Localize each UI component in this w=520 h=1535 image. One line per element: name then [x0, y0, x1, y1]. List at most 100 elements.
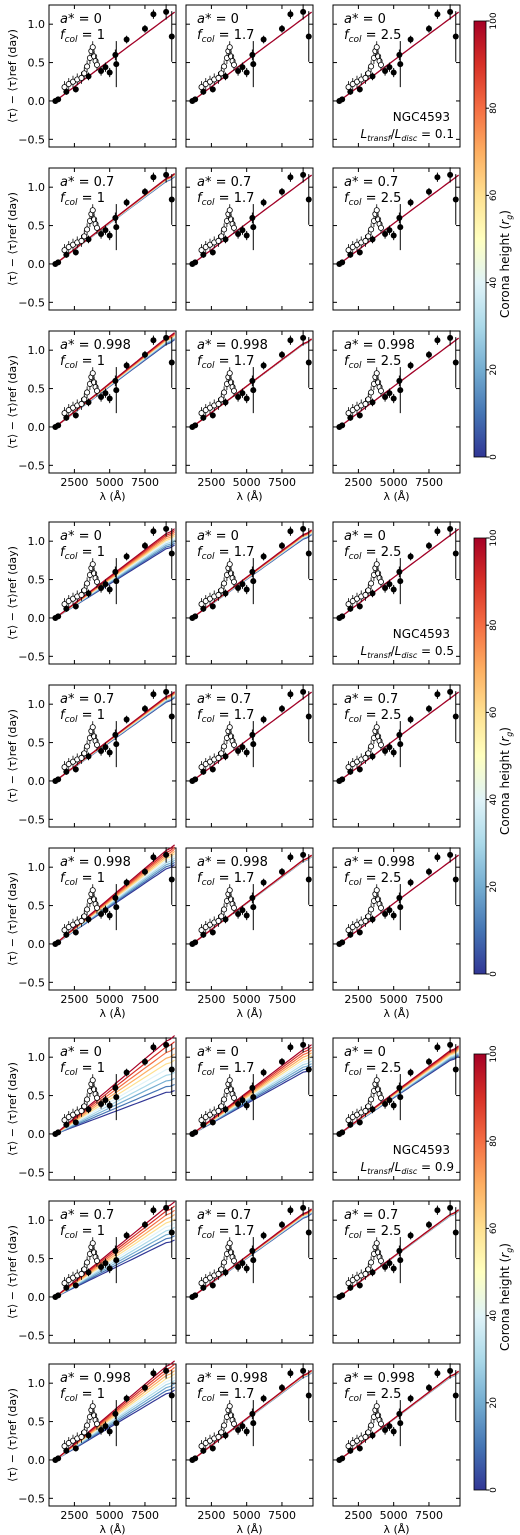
panel-frame — [185, 684, 314, 828]
filled-data-point — [55, 96, 62, 103]
open-data-point — [230, 741, 237, 748]
x-tick-label: 5000 — [380, 476, 408, 489]
filled-data-point — [447, 1204, 454, 1211]
filled-data-point — [222, 236, 229, 243]
y-tick-label: 0.0 — [28, 938, 46, 951]
filled-data-point — [150, 691, 157, 698]
filled-data-point — [141, 351, 148, 358]
panel-frame — [332, 847, 461, 991]
spin-label: a* = 0.998 — [197, 1371, 268, 1386]
object-name: NGC4593 — [393, 627, 450, 641]
filled-data-point — [382, 1101, 389, 1108]
filled-data-point — [200, 88, 207, 95]
open-data-point — [373, 1077, 380, 1084]
filled-data-point — [150, 1207, 157, 1214]
filled-data-point — [452, 876, 459, 883]
filled-data-point — [112, 377, 119, 384]
filled-data-point — [425, 1384, 432, 1391]
filled-data-point — [102, 64, 109, 71]
filled-data-point — [452, 196, 459, 203]
open-data-point — [226, 207, 233, 214]
filled-data-point — [63, 931, 70, 938]
spin-label: a* = 0.7 — [344, 175, 398, 190]
filled-data-point — [168, 876, 175, 883]
filled-data-point — [141, 705, 148, 712]
filled-data-point — [339, 1292, 346, 1299]
filled-data-point — [447, 1041, 454, 1048]
filled-data-point — [250, 61, 257, 68]
filled-data-point — [209, 766, 216, 773]
filled-data-point — [356, 249, 363, 256]
open-data-point — [84, 580, 91, 587]
filled-data-point — [200, 1284, 207, 1291]
luminosity-ratio: Ltransf/Ldisc = 0.9 — [361, 1160, 454, 1176]
filled-data-point — [209, 1119, 216, 1126]
open-data-point — [81, 1103, 88, 1110]
filled-data-point — [407, 1069, 414, 1076]
filled-data-point — [356, 929, 363, 936]
filled-data-point — [287, 528, 294, 535]
panel-frame — [48, 1037, 177, 1181]
filled-data-point — [243, 1265, 250, 1272]
filled-data-point — [63, 768, 70, 775]
open-data-point — [373, 1240, 380, 1247]
filled-data-point — [386, 1097, 393, 1104]
open-data-point — [81, 1266, 88, 1273]
y-tick-label: −0.5 — [18, 133, 45, 146]
y-tick-label: 1.0 — [28, 1051, 46, 1064]
filled-data-point — [260, 362, 267, 369]
filled-data-point — [396, 894, 403, 901]
filled-data-point — [390, 232, 397, 239]
filled-data-point — [278, 1221, 285, 1228]
colorbar-tick-label: 20 — [489, 1397, 499, 1409]
open-data-point — [226, 561, 233, 568]
colorbar-1: 0 20 40 60 80 100 Corona height (rg) — [473, 529, 514, 977]
filled-data-point — [98, 1101, 105, 1108]
y-tick-label: 0.0 — [28, 1454, 46, 1467]
filled-data-point — [55, 259, 62, 266]
open-data-point — [365, 1429, 372, 1436]
panel-frame — [332, 521, 461, 665]
filled-data-point — [447, 1367, 454, 1374]
fcol-label: fcol = 1 — [60, 28, 105, 45]
filled-data-point — [382, 585, 389, 592]
filled-data-point — [339, 776, 346, 783]
filled-data-point — [123, 1395, 130, 1402]
filled-data-point — [390, 586, 397, 593]
filled-data-point — [85, 1269, 92, 1276]
filled-data-point — [112, 1410, 119, 1417]
filled-data-point — [434, 1044, 441, 1051]
filled-data-point — [369, 236, 376, 243]
filled-data-point — [407, 879, 414, 886]
filled-data-point — [63, 88, 70, 95]
open-data-point — [365, 1103, 372, 1110]
filled-data-point — [113, 904, 120, 911]
open-data-point — [226, 1240, 233, 1247]
filled-data-point — [397, 741, 404, 748]
open-data-point — [377, 1257, 384, 1264]
panel-0-0-0: −0.5 0.0 0.5 1.0 ⟨τ⟩ − ⟨τ⟩ref (day) a* = 0fco… — [6, 4, 177, 148]
colorbar-tick-label: 100 — [489, 529, 499, 546]
open-data-point — [81, 750, 88, 757]
filled-data-point — [339, 939, 346, 946]
spin-label: a* = 0 — [197, 12, 239, 27]
filled-data-point — [200, 605, 207, 612]
fcol-label: fcol = 1.7 — [197, 28, 254, 45]
spin-label: a* = 0 — [60, 1045, 102, 1060]
y-axis-label: ⟨τ⟩ − ⟨τ⟩ref (day) — [6, 709, 19, 803]
open-data-point — [93, 578, 100, 585]
filled-data-point — [386, 744, 393, 751]
filled-data-point — [209, 86, 216, 93]
filled-data-point — [235, 1427, 242, 1434]
filled-data-point — [112, 1247, 119, 1254]
open-data-point — [368, 1259, 375, 1266]
filled-data-point — [407, 716, 414, 723]
filled-data-point — [235, 394, 242, 401]
filled-data-point — [305, 876, 312, 883]
filled-data-point — [369, 753, 376, 760]
panel-frame — [185, 330, 314, 474]
